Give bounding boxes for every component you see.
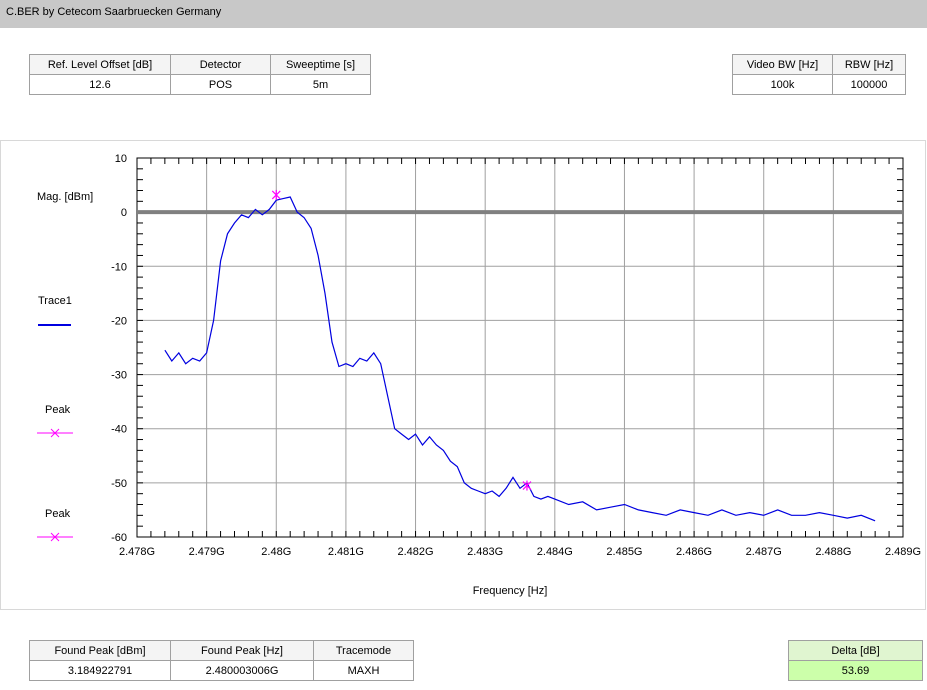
legend-peak-marker-2 <box>37 532 73 542</box>
y-tick-label: -40 <box>111 424 127 436</box>
found-peak-hz-value: 2.480003006G <box>170 660 314 681</box>
detector-value: POS <box>170 74 271 95</box>
y-tick-label: -50 <box>111 478 127 490</box>
delta-table: Delta [dB] 53.69 <box>788 640 923 681</box>
y-tick-label: -30 <box>111 370 127 382</box>
trace-line <box>164 196 876 522</box>
tracemode-header: Tracemode <box>313 640 414 661</box>
x-tick-label: 2.487G <box>746 546 782 558</box>
peak-marker <box>271 189 281 200</box>
x-tick-label: 2.478G <box>119 546 155 558</box>
y-axis-label: Mag. [dBm] <box>37 191 94 203</box>
detector-header: Detector <box>170 54 271 75</box>
x-tick-label: 2.481G <box>328 546 364 558</box>
ref-level-offset-value: 12.6 <box>29 74 171 95</box>
tracemode-value: MAXH <box>313 660 414 681</box>
rbw-value: 100000 <box>832 74 906 95</box>
delta-value: 53.69 <box>788 660 923 681</box>
x-tick-label: 2.486G <box>676 546 712 558</box>
x-tick-label: 2.479G <box>189 546 225 558</box>
legend-peak-marker-1 <box>37 428 73 438</box>
x-tick-label: 2.485G <box>606 546 642 558</box>
delta-header: Delta [dB] <box>788 640 923 661</box>
ref-level-offset-header: Ref. Level Offset [dB] <box>29 54 171 75</box>
settings-table-right: Video BW [Hz] RBW [Hz] 100k 100000 <box>732 54 906 95</box>
x-tick-label: 2.488G <box>815 546 851 558</box>
sweeptime-value: 5m <box>270 74 371 95</box>
x-tick-label: 2.48G <box>261 546 291 558</box>
legend-peak-label-2: Peak <box>45 508 71 520</box>
y-tick-label: 10 <box>115 153 127 165</box>
spectrum-chart: 2.478G 2.479G 2.48G 2.481G 2.482G 2.483G 2.484… <box>111 153 921 597</box>
video-bw-header: Video BW [Hz] <box>732 54 833 75</box>
x-tick-label: 2.482G <box>397 546 433 558</box>
legend-trace-label: Trace1 <box>38 295 72 307</box>
found-peak-dbm-header: Found Peak [dBm] <box>29 640 171 661</box>
peak-marker <box>522 480 532 491</box>
sweeptime-header: Sweeptime [s] <box>270 54 371 75</box>
settings-table-left: Ref. Level Offset [dB] Detector Sweeptim… <box>29 54 371 95</box>
x-axis-label: Frequency [Hz] <box>473 585 548 597</box>
found-peak-dbm-value: 3.184922791 <box>29 660 171 681</box>
y-tick-label: 0 <box>121 207 127 219</box>
plot-area <box>136 157 904 538</box>
peak-results-table: Found Peak [dBm] Found Peak [Hz] Tracemo… <box>29 640 414 681</box>
x-tick-label: 2.489G <box>885 546 921 558</box>
y-tick-label: -10 <box>111 261 127 273</box>
y-tick-label: -60 <box>111 532 127 544</box>
rbw-header: RBW [Hz] <box>832 54 906 75</box>
x-tick-label: 2.484G <box>537 546 573 558</box>
legend-peak-label-1: Peak <box>45 404 71 416</box>
legend-trace-line <box>38 324 71 326</box>
y-tick-label: -20 <box>111 315 127 327</box>
x-tick-label: 2.483G <box>467 546 503 558</box>
video-bw-value: 100k <box>732 74 833 95</box>
chart-frame: Mag. [dBm] Trace1 Peak Peak 2.478G 2.479G… <box>0 140 926 610</box>
window-title: C.BER by Cetecom Saarbruecken Germany <box>0 0 927 28</box>
found-peak-hz-header: Found Peak [Hz] <box>170 640 314 661</box>
